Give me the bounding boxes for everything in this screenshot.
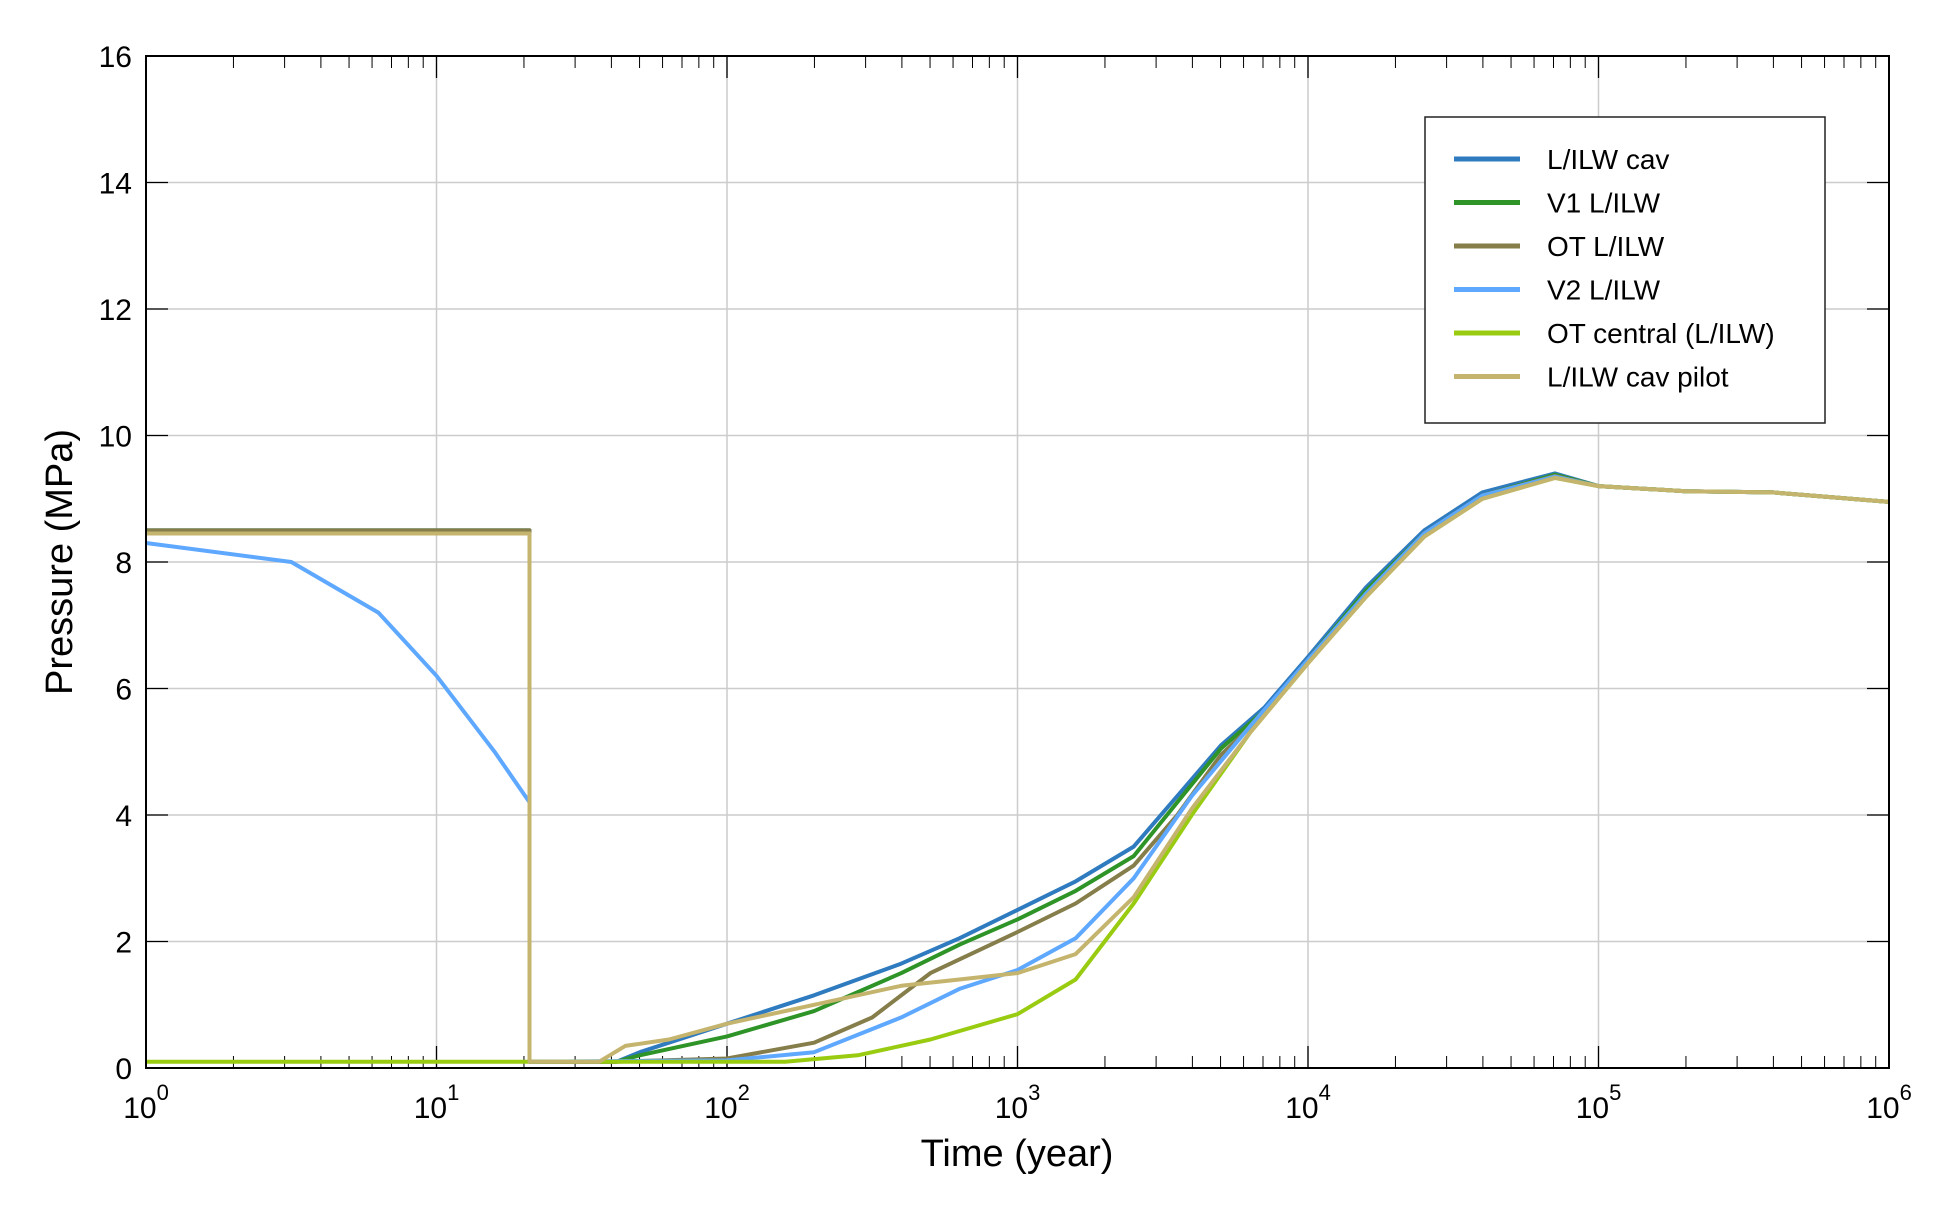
x-tick-label: 105: [1576, 1080, 1622, 1125]
legend: L/ILW cav V1 L/ILW OT L/ILW V2 L/ILW OT cent…: [1424, 116, 1826, 424]
y-tick-label: 14: [99, 168, 132, 201]
x-tick-label: 102: [704, 1080, 750, 1125]
x-tick-base: 10: [704, 1092, 737, 1125]
x-tick-label: 100: [123, 1080, 169, 1125]
x-tick-exponent: 1: [447, 1080, 459, 1105]
x-tick-exponent: 0: [157, 1080, 169, 1105]
plot-frame: [145, 55, 1890, 1069]
y-tick-label: 4: [115, 800, 132, 833]
x-tick-exponent: 3: [1028, 1080, 1040, 1105]
x-tick-label: 103: [995, 1080, 1041, 1125]
x-axis-label: Time (year): [921, 1133, 1114, 1175]
y-tick-label: 12: [99, 294, 132, 327]
x-tick-base: 10: [414, 1092, 447, 1125]
y-tick-label: 16: [99, 41, 132, 74]
legend-label: OT central (L/ILW): [1547, 318, 1775, 349]
legend-label: L/ILW cav pilot: [1547, 362, 1729, 393]
x-tick-label: 106: [1866, 1080, 1912, 1125]
x-tick-base: 10: [1866, 1092, 1899, 1125]
grid: [146, 56, 1889, 1068]
x-tick-label: 104: [1285, 1080, 1331, 1125]
x-tick-exponent: 2: [738, 1080, 750, 1105]
y-tick-label: 6: [115, 674, 132, 707]
series-line-5: [146, 475, 1890, 1064]
y-tick-label: 8: [115, 547, 132, 580]
x-tick-labels: 100 101 102 103 104 105 106: [123, 1080, 1912, 1125]
x-tick-label: 101: [414, 1080, 460, 1125]
x-tick-exponent: 6: [1900, 1080, 1912, 1105]
y-tick-label: 0: [115, 1053, 132, 1086]
y-tick-labels: 0 2 4 6 8 10 12 14 16: [99, 41, 132, 1086]
x-tick-base: 10: [123, 1092, 156, 1125]
x-tick-base: 10: [1285, 1092, 1318, 1125]
x-tick-base: 10: [995, 1092, 1028, 1125]
legend-label: OT L/ILW: [1547, 231, 1665, 262]
legend-label: V2 L/ILW: [1547, 275, 1661, 306]
y-tick-label: 10: [99, 421, 132, 454]
legend-label: L/ILW cav: [1547, 144, 1669, 175]
series-lines: [145, 471, 1890, 1064]
legend-box: [1424, 116, 1826, 424]
x-tick-base: 10: [1576, 1092, 1609, 1125]
x-tick-exponent: 5: [1609, 1080, 1621, 1105]
x-tick-exponent: 4: [1319, 1080, 1331, 1105]
y-tick-label: 2: [115, 927, 132, 960]
y-axis-label: Pressure (MPa): [39, 429, 81, 695]
legend-label: V1 L/ILW: [1547, 188, 1661, 219]
